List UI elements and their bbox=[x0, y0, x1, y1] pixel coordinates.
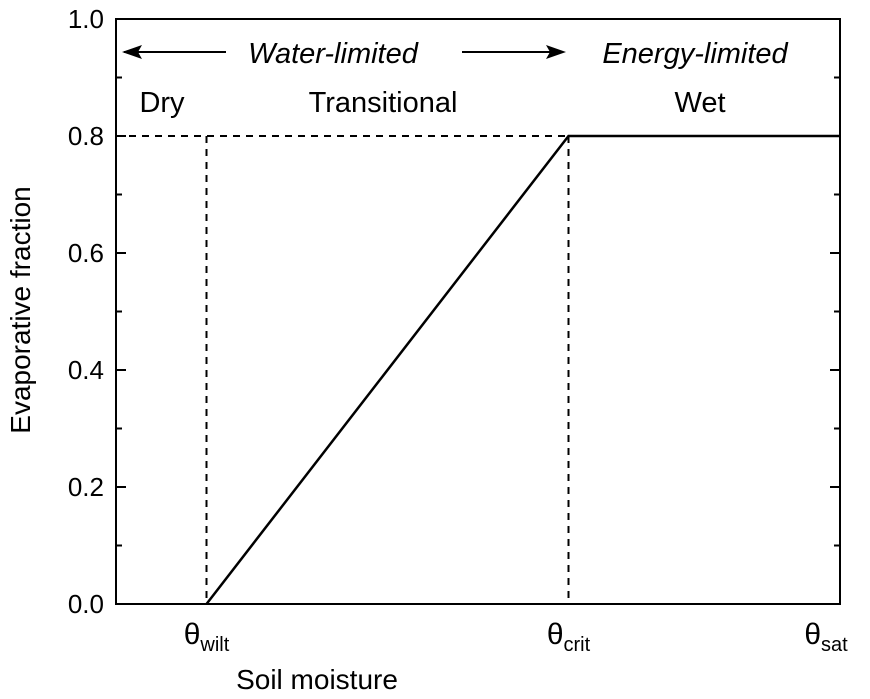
arrow-right-head bbox=[546, 45, 566, 59]
x-tick-label-crit: θcrit bbox=[547, 618, 591, 656]
regime-label-water-limited: Water-limited bbox=[248, 38, 419, 70]
series-line-0 bbox=[205, 134, 840, 605]
arrow-left-head bbox=[122, 45, 142, 59]
y-tick-label: 1.0 bbox=[68, 4, 104, 34]
region-label-dry: Dry bbox=[139, 87, 185, 119]
y-tick-label: 0.4 bbox=[68, 355, 104, 385]
y-axis-title: Evaporative fraction bbox=[5, 186, 36, 433]
y-tick-label: 0.6 bbox=[68, 238, 104, 268]
regime-label-energy-limited: Energy-limited bbox=[602, 38, 788, 70]
region-label-transitional: Transitional bbox=[309, 87, 458, 119]
x-axis-title: Soil moisture bbox=[236, 664, 398, 695]
region-label-wet: Wet bbox=[674, 87, 725, 119]
plot-frame bbox=[115, 18, 841, 605]
y-tick-label: 0.0 bbox=[68, 589, 104, 619]
x-tick-label-sat: θsat bbox=[804, 618, 848, 656]
y-tick-label: 0.2 bbox=[68, 472, 104, 502]
x-tick-label-wilt: θwilt bbox=[184, 618, 230, 656]
y-tick-label: 0.8 bbox=[68, 121, 104, 151]
